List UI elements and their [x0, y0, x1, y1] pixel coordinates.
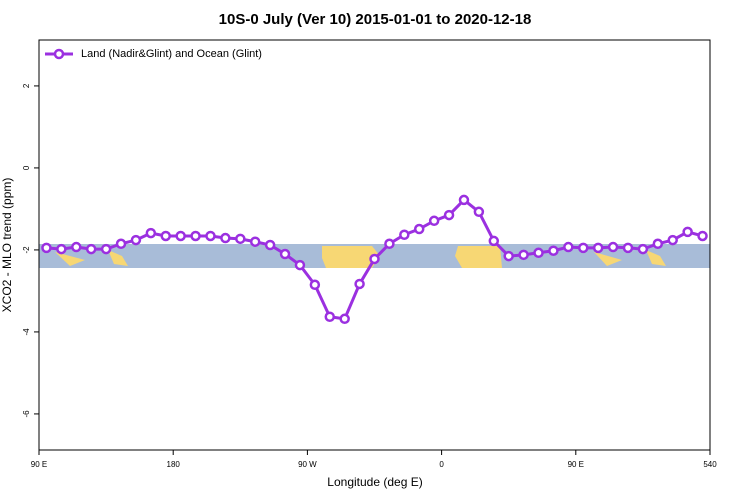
data-point: [235, 233, 246, 245]
data-point: [667, 234, 678, 246]
data-point: [473, 206, 485, 218]
data-point: [548, 245, 559, 256]
chart-title: 10S-0 July (Ver 10) 2015-01-01 to 2020-1…: [219, 11, 532, 28]
data-point: [578, 242, 589, 254]
data-point: [264, 239, 276, 251]
data-point: [697, 230, 708, 242]
data-point: [458, 194, 470, 206]
data-point: [249, 236, 261, 247]
data-point: [190, 230, 201, 242]
data-point: [682, 226, 693, 238]
data-point: [533, 247, 544, 259]
data-point: [220, 232, 231, 244]
y-tick-label: 0: [22, 165, 31, 170]
data-point: [56, 243, 67, 255]
data-point: [205, 230, 216, 242]
data-point: [115, 238, 127, 250]
data-point: [488, 235, 500, 247]
data-point: [309, 279, 321, 291]
data-point: [354, 278, 365, 290]
data-point: [279, 248, 291, 260]
data-point: [637, 243, 649, 255]
data-point: [100, 243, 112, 255]
data-point: [145, 227, 157, 239]
data-point: [339, 313, 350, 325]
data-point: [443, 209, 455, 221]
data-point: [130, 234, 142, 246]
y-tick-label: -4: [22, 328, 31, 336]
y-tick-label: -6: [22, 410, 31, 418]
x-tick-label: 540: [703, 460, 717, 469]
x-tick-label: 90 W: [298, 460, 317, 469]
y-axis-label: XCO2 - MLO trend (ppm): [0, 178, 14, 313]
data-point: [41, 242, 52, 254]
data-point: [384, 238, 395, 250]
data-point: [294, 259, 306, 271]
data-point: [175, 230, 186, 242]
plot-frame: [38, 39, 711, 451]
x-tick-label: 90 E: [31, 460, 47, 469]
data-point: [652, 238, 664, 250]
data-point: [503, 250, 514, 262]
data-point: [324, 311, 336, 322]
data-point: [160, 230, 171, 242]
legend-marker: [53, 48, 65, 60]
x-tick-label: 0: [439, 460, 444, 469]
data-point: [518, 249, 529, 261]
data-point: [428, 215, 440, 227]
data-point: [71, 241, 82, 253]
data-point: [85, 243, 97, 255]
x-tick-label: 180: [167, 460, 181, 469]
y-tick-label: 2: [22, 83, 31, 88]
x-tick-label: 90 E: [568, 460, 584, 469]
data-point: [563, 241, 574, 253]
y-tick-label: -2: [22, 246, 31, 254]
legend-label: Land (Nadir&Glint) and Ocean (Glint): [81, 48, 262, 60]
data-point: [622, 242, 634, 254]
data-point: [413, 223, 425, 235]
x-axis-label: Longitude (deg E): [327, 475, 422, 489]
data-point: [399, 229, 410, 240]
data-point: [607, 241, 619, 253]
data-point: [369, 253, 380, 265]
data-point: [592, 242, 604, 254]
